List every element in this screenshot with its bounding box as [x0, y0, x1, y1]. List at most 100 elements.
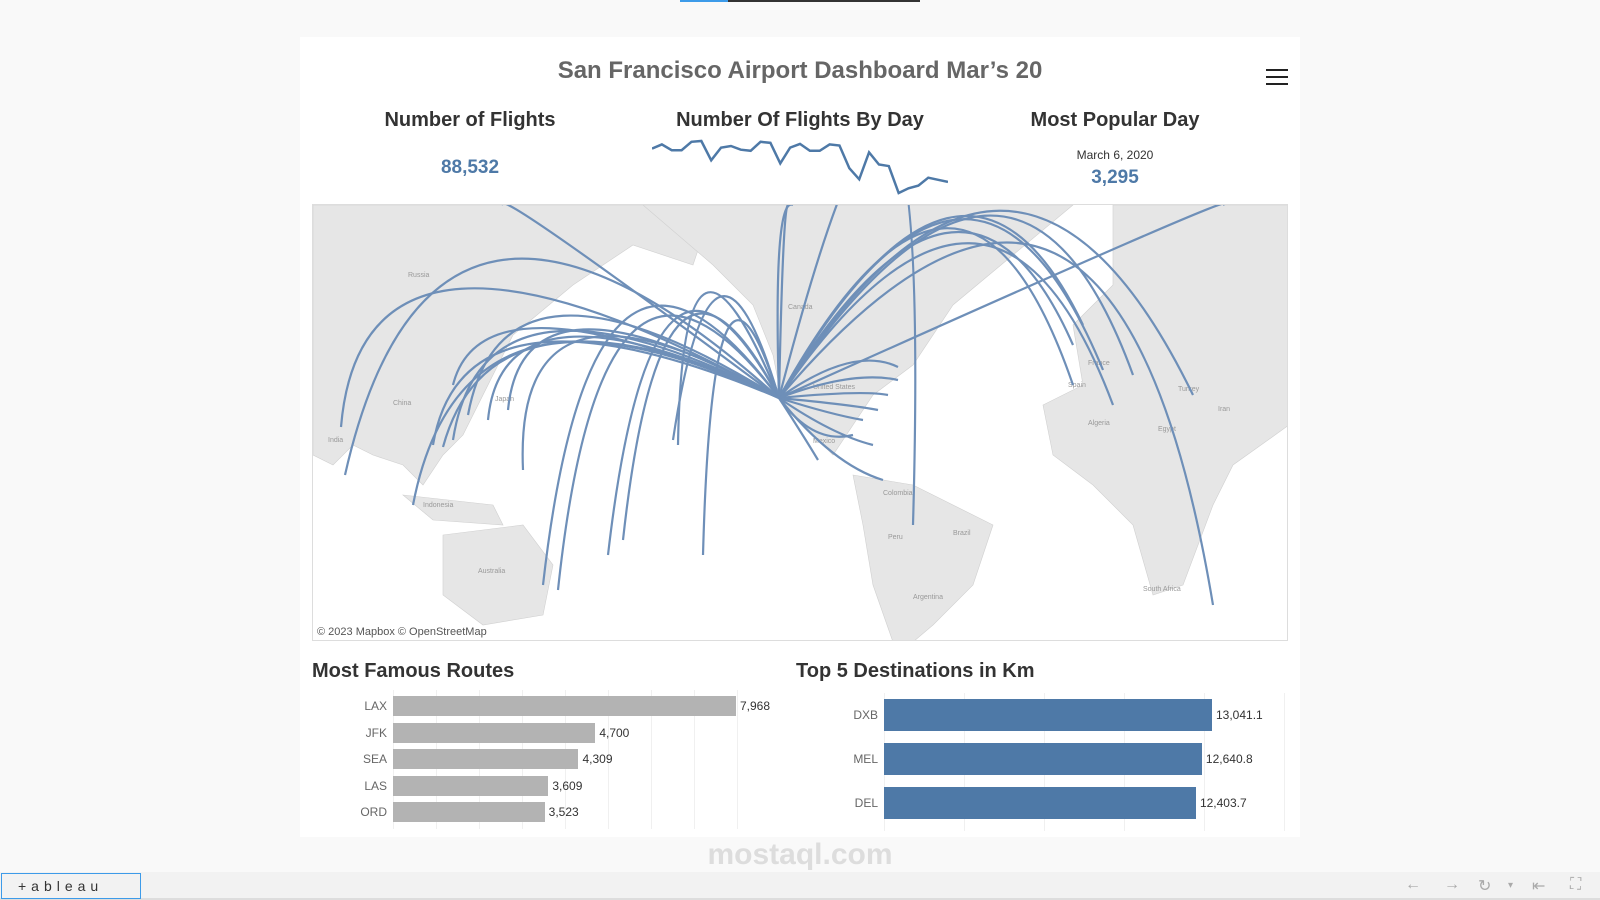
bar-label: DXB: [853, 708, 878, 722]
watermark: mostaql.com: [707, 838, 893, 871]
route-arc[interactable]: [778, 242, 1115, 406]
map-label: India: [328, 437, 343, 444]
route-arc[interactable]: [506, 328, 780, 411]
route-arc[interactable]: [541, 304, 780, 586]
map-label: Egypt: [1158, 426, 1176, 433]
land-indonesia: [402, 494, 504, 526]
route-arc[interactable]: [501, 205, 780, 399]
route-arc[interactable]: [778, 214, 1135, 399]
map-label: Canada: [788, 304, 813, 311]
route-arc[interactable]: [778, 209, 1194, 399]
redo-icon[interactable]: ↻: [1478, 878, 1492, 895]
route-arc[interactable]: [431, 340, 780, 446]
land-north-america: [642, 205, 1074, 456]
dropdown-icon[interactable]: ▾: [1508, 880, 1514, 891]
route-arc[interactable]: [778, 397, 874, 447]
destinations-chart-title: Top 5 Destinations in Km: [796, 660, 1035, 682]
bar[interactable]: [884, 743, 1202, 775]
map-label: Iran: [1218, 406, 1230, 413]
gridline: [737, 690, 738, 829]
map-label: France: [1088, 360, 1110, 367]
map-label: Mexico: [813, 438, 835, 445]
map-label: Russia: [408, 272, 430, 279]
bar[interactable]: [393, 749, 579, 769]
bar-label: JFK: [365, 725, 387, 740]
flights-by-day-sparkline: [652, 139, 948, 195]
bar-label: SEA: [362, 752, 387, 766]
route-arc[interactable]: [776, 205, 793, 399]
route-arc[interactable]: [778, 241, 1215, 606]
map-label: Turkey: [1178, 386, 1200, 393]
route-arc[interactable]: [621, 312, 780, 541]
gridline: [608, 690, 609, 829]
sparkline-line: [652, 139, 948, 195]
map-label: China: [393, 400, 411, 407]
land-australia: [442, 524, 554, 626]
map-canvas: Russia China India Indonesia Australia Canada…: [313, 205, 1287, 640]
gridline: [694, 690, 695, 829]
route-arcs: [339, 205, 1225, 606]
route-arc[interactable]: [671, 295, 781, 441]
route-arc[interactable]: [343, 257, 780, 476]
bar[interactable]: [393, 696, 736, 716]
kpi-popular-value: 3,295: [1091, 167, 1139, 188]
route-arc[interactable]: [339, 287, 780, 428]
map-label: South Africa: [1143, 586, 1181, 593]
page-title: San Francisco Airport Dashboard Mar’s 20: [557, 57, 1043, 84]
route-arc[interactable]: [486, 335, 780, 421]
gridline: [1204, 693, 1205, 831]
map-attribution[interactable]: © 2023 Mapbox © OpenStreetMap: [317, 626, 487, 638]
route-arc[interactable]: [778, 397, 819, 461]
routes-chart-title: Most Famous Routes: [312, 660, 515, 682]
bar[interactable]: [393, 802, 545, 822]
route-arc[interactable]: [441, 340, 780, 448]
route-arc[interactable]: [676, 291, 781, 446]
kpi-popular-date: March 6, 2020: [1076, 148, 1154, 162]
dashboard-panel: San Francisco Airport Dashboard Mar’s 20…: [300, 37, 1300, 837]
land-masses: [313, 205, 1287, 640]
forward-icon[interactable]: →: [1444, 876, 1460, 893]
bar-label: LAS: [364, 778, 387, 793]
gridline: [1284, 693, 1285, 831]
fullscreen-icon[interactable]: ⛶: [1570, 876, 1582, 893]
route-arc[interactable]: [778, 205, 1225, 400]
bar-value: 4,309: [582, 752, 613, 766]
route-arc[interactable]: [778, 215, 1084, 399]
gridline: [651, 690, 652, 829]
route-arc[interactable]: [701, 319, 781, 556]
kpi-by-day-label: Number Of Flights By Day: [676, 109, 924, 131]
tableau-logo-button[interactable]: +ableau: [1, 873, 141, 899]
map-label: Spain: [1068, 382, 1086, 389]
bar[interactable]: [884, 787, 1196, 819]
map-label: Colombia: [883, 490, 913, 497]
footer-bar: +ableau ← → ↻ ▾ ⇤ ⛶: [0, 872, 1600, 900]
tableau-brand: +ableau: [18, 878, 104, 894]
hamburger-icon[interactable]: [1266, 69, 1288, 85]
bar-value: 3,523: [548, 805, 579, 819]
route-arc[interactable]: [778, 391, 889, 400]
route-arc[interactable]: [778, 231, 1075, 399]
land-europe-africa: [1042, 205, 1287, 596]
route-arc[interactable]: [778, 396, 864, 422]
map-label: Japan: [495, 396, 514, 403]
route-map[interactable]: Russia China India Indonesia Australia Canada…: [312, 204, 1288, 641]
route-arc[interactable]: [778, 376, 899, 400]
bar-label: LAX: [364, 699, 387, 713]
route-arc[interactable]: [777, 205, 917, 526]
first-icon[interactable]: ⇤: [1532, 878, 1546, 895]
bar[interactable]: [884, 699, 1212, 731]
back-icon[interactable]: ←: [1405, 876, 1421, 893]
route-arc[interactable]: [466, 314, 780, 416]
land-eurasia: [313, 205, 714, 486]
route-arc[interactable]: [778, 396, 879, 412]
bar-value: 12,403.7: [1199, 796, 1247, 810]
route-arc[interactable]: [778, 359, 899, 399]
bar[interactable]: [393, 722, 596, 743]
map-label: Indonesia: [423, 502, 453, 509]
bar-label: ORD: [360, 805, 387, 819]
bar-value: 13,041.1: [1216, 708, 1263, 722]
route-arc[interactable]: [556, 314, 780, 591]
bar-value: 12,640.8: [1205, 752, 1253, 766]
map-label: Argentina: [913, 594, 943, 601]
bar[interactable]: [393, 775, 549, 796]
